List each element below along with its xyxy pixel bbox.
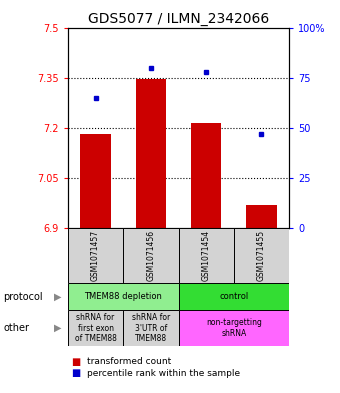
Text: protocol: protocol (3, 292, 43, 302)
Bar (234, 228, 289, 283)
Text: TMEM88 depletion: TMEM88 depletion (84, 292, 162, 301)
Text: ■: ■ (71, 356, 81, 367)
Text: shRNA for
3'UTR of
TMEM88: shRNA for 3'UTR of TMEM88 (132, 313, 170, 343)
Text: non-targetting
shRNA: non-targetting shRNA (206, 318, 262, 338)
Bar (123, 310, 178, 346)
Text: GSM1071454: GSM1071454 (202, 230, 210, 281)
Bar (123, 228, 178, 283)
Bar (68, 283, 178, 310)
Text: transformed count: transformed count (87, 357, 171, 366)
Bar (246, 205, 276, 228)
Bar (191, 123, 221, 228)
Bar (178, 283, 289, 310)
Text: shRNA for
first exon
of TMEM88: shRNA for first exon of TMEM88 (75, 313, 117, 343)
Bar (178, 310, 289, 346)
Bar (68, 228, 123, 283)
Bar (136, 79, 166, 228)
Text: ■: ■ (71, 368, 81, 378)
Text: other: other (3, 323, 29, 333)
Text: ▶: ▶ (54, 323, 62, 333)
Text: GSM1071455: GSM1071455 (257, 230, 266, 281)
Bar (81, 134, 111, 228)
Text: GSM1071456: GSM1071456 (147, 230, 155, 281)
Text: percentile rank within the sample: percentile rank within the sample (87, 369, 240, 378)
Text: control: control (219, 292, 249, 301)
Text: GSM1071457: GSM1071457 (91, 230, 100, 281)
Bar (68, 310, 123, 346)
Title: GDS5077 / ILMN_2342066: GDS5077 / ILMN_2342066 (88, 13, 269, 26)
Text: ▶: ▶ (54, 292, 62, 302)
Bar (178, 228, 234, 283)
